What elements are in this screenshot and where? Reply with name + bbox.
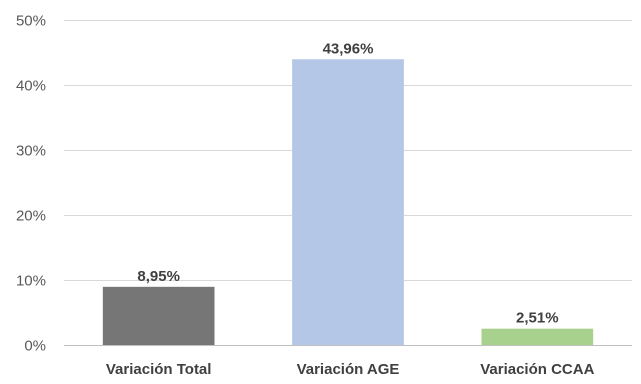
y-tick-label: 0% (24, 338, 46, 355)
x-category-label: Variación CCAA (480, 361, 594, 378)
data-label: 2,51% (516, 310, 559, 327)
data-label: 43,96% (323, 40, 374, 57)
data-label: 8,95% (137, 268, 180, 285)
y-tick-label: 20% (16, 208, 46, 225)
bar (292, 59, 404, 345)
y-axis-tick-labels: 0% 10% 20% 30% 40% 50% (16, 13, 46, 355)
x-category-label: Variación Total (106, 361, 212, 378)
bar (481, 328, 594, 345)
y-tick-label: 30% (16, 143, 46, 160)
y-tick-label: 40% (16, 78, 46, 95)
x-category-label: Variación AGE (297, 361, 400, 378)
y-tick-label: 50% (16, 13, 46, 30)
x-axis-category-labels: Variación Total Variación AGE Variación CC… (106, 361, 595, 378)
data-labels: 8,95% 43,96% 2,51% (137, 40, 558, 326)
bars (102, 59, 594, 345)
bar (102, 286, 215, 345)
y-tick-label: 10% (16, 273, 46, 290)
